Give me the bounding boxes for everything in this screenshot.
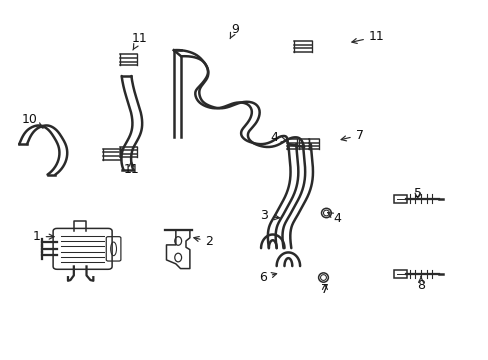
Text: 4: 4	[270, 131, 286, 144]
Text: 10: 10	[22, 113, 43, 128]
Text: 1: 1	[33, 230, 54, 243]
Text: 5: 5	[413, 187, 421, 200]
Text: 2: 2	[193, 235, 213, 248]
Text: 11: 11	[351, 30, 384, 44]
Text: 11: 11	[132, 32, 147, 50]
Text: 3: 3	[260, 210, 279, 222]
Text: 4: 4	[327, 212, 341, 225]
Text: 6: 6	[259, 271, 276, 284]
Text: 11: 11	[123, 161, 139, 176]
Text: 7: 7	[320, 283, 328, 296]
Text: 8: 8	[416, 276, 424, 292]
Text: 9: 9	[229, 23, 238, 39]
Text: 7: 7	[341, 129, 363, 142]
